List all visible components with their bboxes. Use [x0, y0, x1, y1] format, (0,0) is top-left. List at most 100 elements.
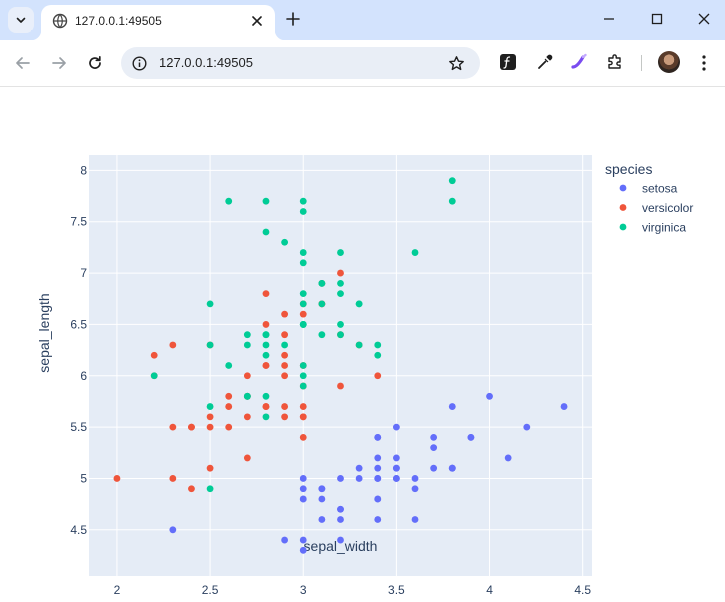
- data-point-virginica[interactable]: [355, 300, 363, 308]
- new-tab-plus-icon[interactable]: [285, 11, 301, 27]
- data-point-versicolor[interactable]: [281, 372, 289, 380]
- address-bar[interactable]: 127.0.0.1:49505: [121, 47, 480, 79]
- data-point-setosa[interactable]: [448, 403, 456, 410]
- data-point-virginica[interactable]: [299, 259, 307, 267]
- data-point-setosa[interactable]: [430, 464, 438, 472]
- data-point-versicolor[interactable]: [113, 475, 121, 482]
- data-point-setosa[interactable]: [169, 526, 177, 534]
- data-point-versicolor[interactable]: [337, 382, 344, 390]
- data-point-setosa[interactable]: [318, 485, 326, 493]
- data-point-versicolor[interactable]: [243, 413, 251, 421]
- data-point-setosa[interactable]: [448, 464, 456, 472]
- close-tab-icon[interactable]: [250, 14, 264, 28]
- data-point-setosa[interactable]: [392, 475, 400, 482]
- forward-arrow-icon[interactable]: [50, 54, 68, 72]
- data-point-virginica[interactable]: [299, 382, 307, 390]
- reload-icon[interactable]: [86, 54, 104, 72]
- data-point-versicolor[interactable]: [206, 413, 214, 421]
- data-point-versicolor[interactable]: [262, 321, 270, 328]
- data-point-versicolor[interactable]: [337, 269, 344, 277]
- data-point-versicolor[interactable]: [225, 423, 233, 431]
- data-point-virginica[interactable]: [337, 331, 344, 339]
- close-window-icon[interactable]: [697, 12, 711, 26]
- data-point-setosa[interactable]: [392, 454, 400, 462]
- data-point-virginica[interactable]: [243, 331, 251, 339]
- data-point-virginica[interactable]: [262, 351, 270, 359]
- data-point-setosa[interactable]: [392, 464, 400, 472]
- data-point-virginica[interactable]: [299, 362, 307, 369]
- data-point-virginica[interactable]: [262, 331, 270, 339]
- data-point-setosa[interactable]: [337, 505, 344, 513]
- data-point-setosa[interactable]: [430, 444, 438, 452]
- color-extension-icon[interactable]: [570, 53, 588, 71]
- data-point-setosa[interactable]: [523, 423, 531, 431]
- legend-label-virginica[interactable]: virginica: [642, 221, 686, 235]
- data-point-versicolor[interactable]: [169, 341, 177, 349]
- legend-label-versicolor[interactable]: versicolor: [642, 201, 693, 215]
- legend-marker-versicolor[interactable]: [619, 204, 627, 211]
- data-point-virginica[interactable]: [337, 321, 344, 328]
- data-point-setosa[interactable]: [374, 433, 382, 441]
- formula-extension-icon[interactable]: [499, 53, 517, 71]
- data-point-virginica[interactable]: [243, 392, 251, 400]
- data-point-setosa[interactable]: [504, 454, 512, 462]
- data-point-setosa[interactable]: [411, 475, 419, 482]
- data-point-virginica[interactable]: [225, 197, 233, 205]
- data-point-versicolor[interactable]: [206, 423, 214, 431]
- more-menu-icon[interactable]: [701, 54, 707, 72]
- data-point-versicolor[interactable]: [299, 403, 307, 410]
- data-point-setosa[interactable]: [299, 475, 307, 482]
- data-point-setosa[interactable]: [355, 475, 363, 482]
- data-point-setosa[interactable]: [337, 516, 344, 523]
- data-point-virginica[interactable]: [262, 197, 270, 205]
- data-point-setosa[interactable]: [374, 516, 382, 523]
- data-point-versicolor[interactable]: [262, 290, 270, 298]
- data-point-versicolor[interactable]: [243, 372, 251, 380]
- data-point-setosa[interactable]: [374, 475, 382, 482]
- maximize-icon[interactable]: [650, 12, 664, 26]
- bookmark-star-icon[interactable]: [448, 55, 465, 72]
- data-point-versicolor[interactable]: [281, 310, 289, 318]
- data-point-setosa[interactable]: [337, 475, 344, 482]
- data-point-versicolor[interactable]: [299, 310, 307, 318]
- data-point-versicolor[interactable]: [299, 433, 307, 441]
- data-point-setosa[interactable]: [299, 485, 307, 493]
- tab-search-button[interactable]: [8, 7, 34, 33]
- data-point-setosa[interactable]: [411, 485, 419, 493]
- data-point-versicolor[interactable]: [281, 362, 289, 369]
- data-point-setosa[interactable]: [467, 433, 475, 441]
- minimize-icon[interactable]: [602, 12, 616, 26]
- data-point-versicolor[interactable]: [299, 413, 307, 421]
- data-point-virginica[interactable]: [281, 238, 289, 246]
- data-point-virginica[interactable]: [318, 279, 326, 287]
- data-point-versicolor[interactable]: [169, 475, 177, 482]
- extensions-puzzle-icon[interactable]: [606, 53, 624, 71]
- data-point-versicolor[interactable]: [281, 413, 289, 421]
- data-point-virginica[interactable]: [299, 197, 307, 205]
- data-point-versicolor[interactable]: [150, 351, 158, 359]
- data-point-virginica[interactable]: [150, 372, 158, 380]
- legend-marker-setosa[interactable]: [619, 184, 627, 192]
- data-point-virginica[interactable]: [448, 197, 456, 205]
- data-point-virginica[interactable]: [299, 321, 307, 328]
- data-point-setosa[interactable]: [299, 536, 307, 544]
- legend-label-setosa[interactable]: setosa: [642, 182, 678, 196]
- data-point-virginica[interactable]: [299, 300, 307, 308]
- data-point-versicolor[interactable]: [188, 485, 195, 493]
- data-point-virginica[interactable]: [299, 290, 307, 298]
- data-point-virginica[interactable]: [355, 341, 363, 349]
- data-point-setosa[interactable]: [318, 516, 326, 523]
- data-point-virginica[interactable]: [262, 228, 270, 236]
- data-point-versicolor[interactable]: [281, 331, 289, 339]
- data-point-versicolor[interactable]: [188, 423, 195, 431]
- data-point-setosa[interactable]: [355, 464, 363, 472]
- data-point-virginica[interactable]: [262, 341, 270, 349]
- data-point-versicolor[interactable]: [262, 362, 270, 369]
- profile-avatar[interactable]: [658, 51, 680, 73]
- active-tab[interactable]: 127.0.0.1:49505: [31, 5, 285, 40]
- data-point-virginica[interactable]: [206, 300, 214, 308]
- legend-marker-virginica[interactable]: [619, 223, 627, 231]
- data-point-virginica[interactable]: [206, 403, 214, 410]
- data-point-versicolor[interactable]: [374, 372, 382, 380]
- data-point-setosa[interactable]: [374, 464, 382, 472]
